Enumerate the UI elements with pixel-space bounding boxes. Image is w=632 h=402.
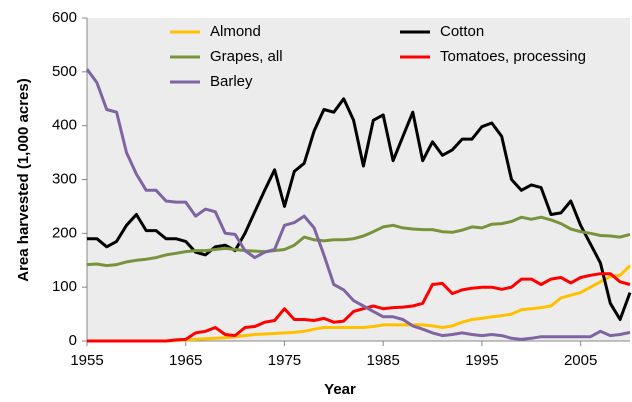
x-tick-label: 1955 [70, 352, 103, 369]
y-tick-label: 500 [52, 63, 77, 80]
legend-label: Almond [210, 23, 261, 40]
y-tick-label: 200 [52, 224, 77, 241]
x-axis-label: Year [324, 381, 356, 398]
legend-label: Grapes, all [210, 48, 283, 65]
y-tick-label: 0 [69, 332, 77, 349]
legend-label: Tomatoes, processing [440, 48, 586, 65]
legend-label: Barley [210, 73, 253, 90]
y-axis-label: Area harvested (1,000 acres) [15, 78, 32, 281]
series-line [86, 215, 631, 268]
x-tick-label: 1965 [169, 352, 202, 369]
y-tick-label: 300 [52, 170, 77, 187]
series-line [87, 272, 631, 343]
series-line [85, 68, 631, 341]
plot-area [87, 18, 630, 341]
legend-label: Cotton [440, 23, 484, 40]
x-tick-label: 1985 [366, 352, 399, 369]
x-tick-label: 2005 [564, 352, 597, 369]
x-tick-label: 1995 [465, 352, 498, 369]
y-tick-label: 100 [52, 278, 77, 295]
y-tick-label: 600 [52, 9, 77, 26]
series-line [87, 97, 632, 321]
x-tick-label: 1975 [268, 352, 301, 369]
y-tick-label: 400 [52, 117, 77, 134]
